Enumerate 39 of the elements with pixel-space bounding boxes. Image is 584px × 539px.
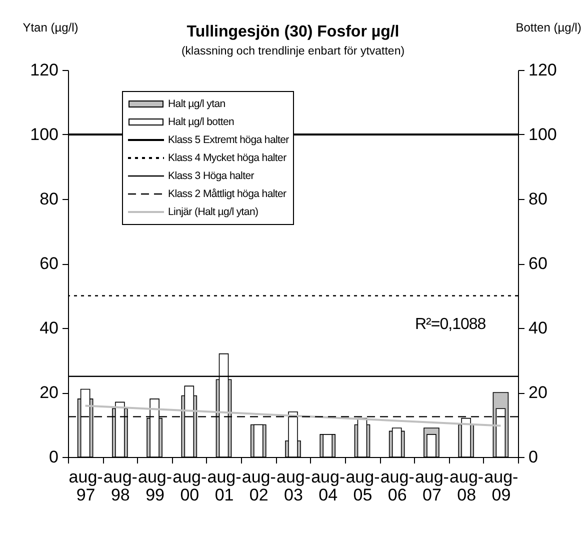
y-tick-label: 120 (30, 60, 58, 80)
x-tick-label: aug-98 (103, 468, 138, 504)
x-tick-label: aug-02 (242, 468, 276, 504)
x-tick-label: aug-05 (346, 468, 380, 504)
x-tick-label: aug-07 (414, 468, 449, 504)
y-tick-label: 40 (40, 318, 58, 338)
y2-tick-label: 120 (528, 60, 557, 80)
y2-tick-label: 80 (528, 190, 548, 208)
x-tick-label: aug-03 (276, 468, 311, 504)
x-tick-label: aug-04 (311, 468, 346, 504)
x-tick-label: aug-06 (380, 468, 414, 504)
x-tick-label: aug-99 (138, 468, 172, 504)
ref-line-label: Klass 5 Extremt höga halter (168, 134, 289, 146)
chart-title: Tullingesjön (30) Fosfor µg/l (186, 24, 400, 40)
x-tick-label: aug-00 (172, 468, 207, 504)
y2-tick-label: 100 (528, 125, 557, 144)
y-axis-title: Ytan (µg/l) (22, 20, 78, 34)
legend-label: Halt µg/l botten (168, 116, 234, 128)
y-tick-label: 0 (49, 448, 58, 466)
y-tick-label: 20 (40, 383, 58, 402)
y2-tick-label: 20 (528, 383, 548, 402)
y2-axis-title: Botten (µg/l) (516, 20, 582, 34)
legend-label: Klass 4 Mycket höga halter (168, 152, 286, 164)
legend-label: Klass 2 Måttligt höga halter (168, 188, 286, 200)
legend-label: Halt µg/l ytan (168, 98, 226, 110)
y2-tick-label: 40 (528, 318, 548, 338)
x-tick-label: aug-01 (207, 468, 242, 504)
y2-tick-label: 0 (528, 448, 538, 466)
annotation: R²=0,1088 (415, 316, 486, 334)
x-tick-label: aug-09 (484, 468, 518, 504)
x-tick-label: aug-97 (68, 468, 103, 504)
legend-label: Linjär (Halt µg/l ytan) (168, 206, 258, 218)
y-tick-label: 80 (40, 190, 58, 208)
y-tick-label: 60 (40, 254, 58, 273)
y2-tick-label: 60 (528, 254, 548, 273)
y-tick-label: 100 (30, 125, 58, 144)
legend-label: Klass 3 Höga halter (168, 170, 254, 182)
chart-subtitle: (klassning och trendlinje enbart för ytvatten) (181, 46, 405, 58)
x-tick-label: aug-08 (450, 468, 484, 504)
